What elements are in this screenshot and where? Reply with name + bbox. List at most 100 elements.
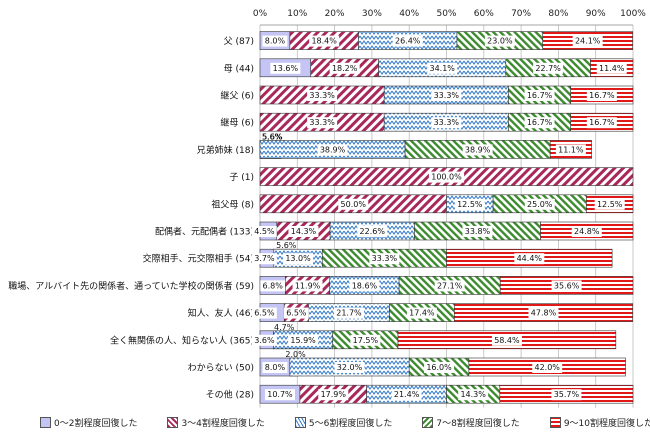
legend-item: 9～10割程度回復した (549, 416, 650, 429)
data-label: 26.4% (395, 37, 421, 46)
category-label: 母 (44) (224, 63, 254, 74)
data-label: 24.8% (574, 227, 600, 236)
data-label: 15.9% (290, 336, 316, 345)
data-label: 13.0% (285, 254, 311, 263)
data-label-bg (462, 144, 493, 156)
data-label-bg (288, 334, 319, 346)
data-label: 25.0% (527, 200, 553, 209)
data-label: 4.7% (274, 323, 295, 332)
data-label: 42.0% (534, 363, 560, 372)
data-label-bg (551, 389, 582, 401)
data-label: 21.7% (336, 309, 362, 318)
data-label-bg (283, 307, 309, 319)
legend-label: 5～6割程度回復した (308, 418, 393, 429)
legend-swatch (40, 416, 51, 428)
x-tick-label: 70% (511, 9, 531, 19)
data-label-bg (350, 334, 381, 346)
legend-swatch (549, 416, 561, 428)
x-tick-label: 80% (548, 9, 568, 19)
legend-label: 7～8割程度回復した (436, 418, 520, 429)
category-label: 職場、アルバイト先の関係者、通っていた学校の関係者 (59) (8, 280, 254, 292)
legend-item: 7～8割程度回復した (422, 416, 520, 429)
data-label-bg (454, 198, 485, 210)
data-label-bg (369, 253, 400, 265)
data-label: 50.0% (341, 200, 367, 209)
category-label: 継母 (6) (220, 117, 254, 129)
category-label: 知人、友人 (46) (188, 307, 254, 319)
legend-label: 3～4割程度回復した (181, 418, 265, 429)
x-tick-label: 60% (474, 9, 494, 19)
category-label: その他 (28) (206, 389, 254, 401)
data-label: 2.0% (285, 350, 306, 359)
data-label-bg (288, 226, 319, 237)
x-tick-label: 10% (287, 9, 307, 19)
data-label: 11.9% (295, 281, 321, 290)
data-label: 16.7% (589, 91, 615, 100)
data-label-bg (262, 362, 288, 373)
data-label-bg (307, 117, 338, 129)
data-label-bg (491, 334, 522, 346)
x-tick-label: 0% (253, 9, 268, 19)
data-label-bg (458, 389, 489, 401)
data-label: 6.5% (286, 309, 307, 318)
data-label: 13.6% (273, 64, 299, 73)
data-label: 8.0% (265, 37, 286, 46)
data-label: 58.4% (494, 336, 520, 345)
x-tick-label: 20% (325, 9, 345, 19)
data-label: 14.3% (291, 227, 317, 236)
data-label: 18.2% (332, 64, 358, 73)
data-label-bg (524, 117, 555, 129)
category-label: 交際相手、元交際相手 (54) (143, 253, 254, 265)
data-label-bg (391, 389, 422, 401)
legend-swatch (294, 416, 306, 428)
data-label: 35.7% (554, 390, 580, 399)
data-label: 24.1% (575, 37, 601, 46)
data-label-bg (262, 35, 288, 47)
data-label-bg (334, 362, 365, 373)
data-label-bg (317, 144, 348, 156)
data-label: 17.4% (409, 309, 435, 318)
data-label: 35.6% (554, 281, 580, 290)
data-label: 5.6% (262, 132, 283, 141)
data-label: 33.3% (434, 91, 460, 100)
legend-label: 9～10割程度回復した (563, 418, 650, 429)
data-label: 6.8% (263, 281, 284, 290)
data-label: 10.7% (267, 390, 293, 399)
data-label-bg (252, 226, 277, 237)
data-label-bg (406, 307, 437, 319)
data-label: 44.4% (517, 254, 543, 263)
data-label-bg (264, 389, 295, 401)
data-label: 3.6% (254, 336, 275, 345)
data-label-bg (309, 35, 340, 47)
data-label-bg (333, 307, 364, 319)
data-label-bg (260, 280, 286, 292)
data-label-bg (462, 226, 493, 237)
data-label: 5.6% (262, 132, 283, 141)
category-label: 全く無関係の人、知らない人 (365) (110, 334, 254, 346)
data-label-bg (357, 226, 388, 237)
category-labels: 父 (87) 母 (44) 継父 (6) 継母 (6) 兄弟姉妹 (18) 子 (1) 祖父… (8, 36, 254, 401)
data-label-bg (514, 253, 545, 265)
category-label: 配偶者、元配偶者 (133) (155, 226, 254, 238)
data-label-bg (392, 35, 423, 47)
data-label-bg (586, 90, 617, 101)
data-label: 100.0% (431, 173, 462, 182)
data-label: 23.0% (487, 37, 513, 46)
data-label-bg (596, 62, 627, 74)
data-label-bg (428, 171, 465, 183)
data-label-bg (329, 62, 360, 74)
data-label: 18.6% (352, 281, 378, 290)
data-label: 16.7% (527, 118, 553, 127)
legend-item: 0～2割程度回復した (40, 416, 137, 429)
data-label-bg (532, 362, 563, 373)
x-tick-label: 100% (620, 9, 646, 19)
data-label-bg (283, 253, 314, 265)
x-axis-ticks: 0% 10% 20% 30% 40% 50% 60% 70% 80% 90% 100% (253, 9, 646, 19)
data-label-bg (427, 62, 458, 74)
legend-swatch (422, 416, 434, 428)
data-label: 6.5% (254, 309, 275, 318)
data-label-bg (431, 117, 462, 129)
data-label-bg (551, 280, 582, 292)
data-label-bg (524, 90, 555, 101)
